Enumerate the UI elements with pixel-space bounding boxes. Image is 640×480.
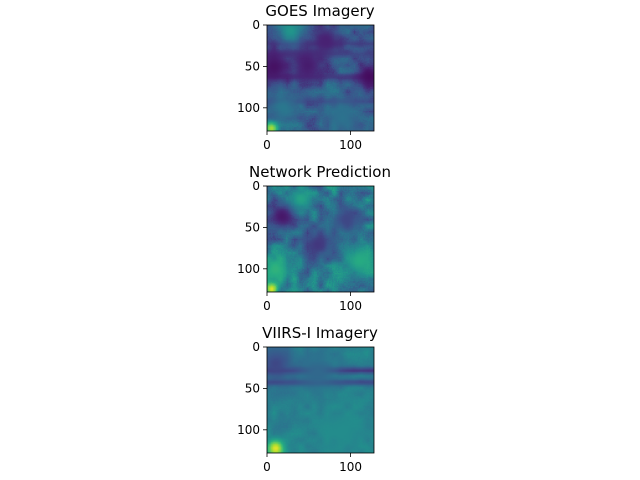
x-tick-label: 100 xyxy=(339,460,362,474)
y-tick-label: 50 xyxy=(245,381,260,395)
panel-network-prediction: Network Prediction 0 100 0 50 100 xyxy=(237,163,391,313)
x-tick-label: 100 xyxy=(339,138,362,152)
y-tick-label: 50 xyxy=(245,220,260,234)
y-tick-label: 100 xyxy=(237,423,260,437)
tick-group: 0 100 0 50 100 xyxy=(237,179,362,313)
panel-title: VIIRS-I Imagery xyxy=(262,324,378,342)
tick-group: 0 100 0 50 100 xyxy=(237,340,362,474)
x-tick-label: 0 xyxy=(263,299,271,313)
axes-frame xyxy=(266,185,375,293)
panel-title: GOES Imagery xyxy=(265,2,374,20)
axes-frame xyxy=(266,24,375,132)
x-tick-label: 0 xyxy=(263,138,271,152)
tick-group: 0 100 0 50 100 xyxy=(237,18,362,152)
heatmap-raster xyxy=(267,347,374,453)
y-tick-label: 0 xyxy=(252,340,260,354)
y-tick-label: 100 xyxy=(237,262,260,276)
axes-frame xyxy=(266,346,375,454)
x-tick-label: 100 xyxy=(339,299,362,313)
y-tick-label: 0 xyxy=(252,18,260,32)
x-tick-label: 0 xyxy=(263,460,271,474)
heatmap-raster xyxy=(267,186,374,292)
panel-title: Network Prediction xyxy=(249,163,391,181)
heatmap-raster xyxy=(267,25,374,131)
y-tick-label: 50 xyxy=(245,59,260,73)
panel-goes: GOES Imagery 0 100 0 50 100 xyxy=(237,2,375,152)
panel-viirs: VIIRS-I Imagery 0 100 0 50 100 xyxy=(237,324,378,474)
y-tick-label: 100 xyxy=(237,101,260,115)
y-tick-label: 0 xyxy=(252,179,260,193)
